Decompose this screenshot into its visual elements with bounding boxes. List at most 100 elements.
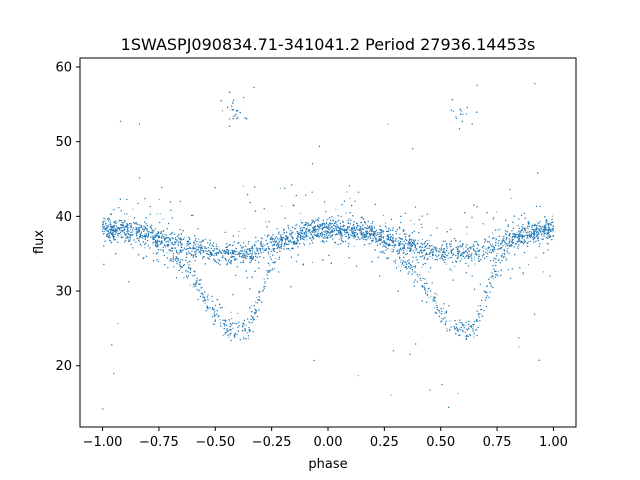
data-point: [313, 222, 315, 224]
data-point: [259, 249, 261, 251]
data-point: [403, 264, 405, 267]
data-point: [158, 244, 160, 246]
data-point: [331, 222, 333, 225]
data-point: [104, 220, 106, 222]
data-point: [345, 212, 347, 214]
data-point: [247, 253, 249, 255]
data-point: [177, 252, 179, 254]
data-point: [119, 226, 121, 228]
data-point: [169, 248, 171, 250]
data-point: [423, 248, 425, 251]
data-point: [103, 225, 106, 228]
data-point: [433, 307, 435, 309]
data-point: [496, 253, 498, 255]
data-point: [247, 338, 250, 340]
data-point: [430, 295, 432, 297]
data-point: [268, 234, 270, 236]
data-point: [400, 265, 402, 267]
data-point: [519, 230, 521, 232]
data-point: [518, 346, 520, 348]
data-point: [473, 258, 475, 261]
data-point: [387, 123, 389, 125]
data-point: [244, 228, 246, 230]
data-point: [245, 324, 247, 326]
data-point: [495, 240, 497, 242]
data-point: [302, 242, 304, 244]
data-point: [335, 208, 337, 211]
data-point: [461, 258, 463, 260]
data-point: [348, 218, 350, 220]
data-point: [296, 223, 298, 225]
data-point: [262, 243, 264, 245]
data-point: [262, 286, 265, 288]
data-point: [129, 239, 131, 241]
data-point: [129, 226, 131, 228]
data-point: [156, 236, 158, 238]
data-point: [403, 252, 405, 254]
data-point: [457, 392, 459, 395]
data-point: [344, 225, 346, 227]
data-point: [396, 237, 398, 239]
data-point: [320, 241, 322, 243]
data-point: [439, 311, 441, 313]
data-point: [192, 286, 194, 288]
data-point: [493, 278, 495, 280]
data-point: [427, 290, 429, 292]
data-point: [505, 259, 507, 261]
data-point: [436, 248, 438, 250]
data-point: [181, 244, 183, 246]
data-point: [409, 266, 411, 268]
data-point: [318, 235, 320, 237]
data-point: [336, 227, 338, 229]
data-point: [482, 256, 484, 258]
data-point: [180, 267, 182, 269]
data-point: [449, 320, 451, 322]
data-point: [352, 224, 354, 227]
data-point: [454, 265, 456, 267]
data-point: [477, 305, 479, 307]
data-point: [138, 241, 140, 243]
data-point: [328, 218, 330, 220]
data-point: [445, 263, 447, 265]
data-point: [204, 302, 206, 304]
data-point: [215, 253, 217, 255]
data-point: [391, 248, 393, 250]
data-point: [129, 228, 131, 231]
data-point: [497, 271, 499, 273]
data-point: [525, 234, 527, 236]
data-point: [452, 110, 454, 112]
data-point: [282, 233, 284, 235]
data-point: [307, 235, 309, 237]
data-point: [277, 244, 280, 247]
data-point: [472, 326, 474, 328]
data-point: [102, 228, 104, 230]
data-point: [410, 219, 412, 222]
data-point: [179, 259, 182, 261]
data-point: [349, 197, 351, 199]
data-point: [263, 251, 265, 253]
data-point: [494, 237, 496, 239]
data-point: [403, 261, 405, 263]
data-point: [261, 238, 264, 240]
data-point: [336, 221, 338, 223]
data-point: [461, 251, 463, 253]
data-point: [226, 253, 228, 255]
data-point: [489, 243, 491, 245]
scatter-points: [102, 83, 555, 410]
data-point: [499, 228, 501, 230]
data-point: [212, 323, 214, 325]
data-point: [232, 256, 234, 258]
data-point: [372, 230, 374, 232]
data-point: [140, 231, 142, 233]
data-point: [432, 300, 434, 302]
data-point: [142, 235, 145, 237]
data-point: [338, 238, 340, 240]
data-point: [278, 243, 280, 246]
data-point: [411, 271, 413, 273]
data-point: [473, 256, 476, 258]
data-point: [278, 248, 281, 250]
data-point: [541, 233, 544, 235]
data-point: [232, 101, 234, 103]
data-point: [199, 247, 202, 250]
